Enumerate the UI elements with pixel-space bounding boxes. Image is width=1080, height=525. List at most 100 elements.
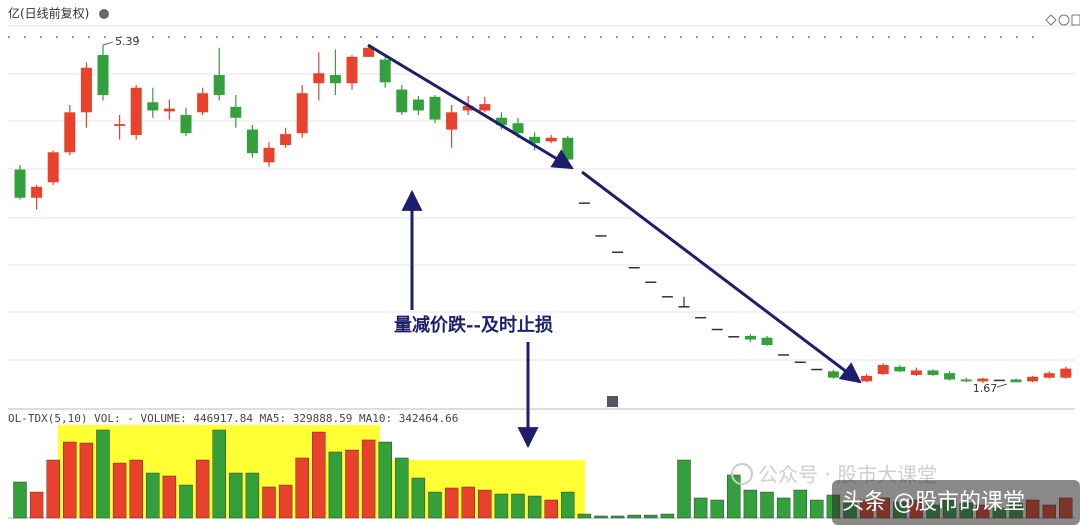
candle-body	[230, 106, 242, 118]
volume-bar	[743, 489, 758, 519]
candle-body	[778, 354, 790, 356]
volume-bar	[13, 481, 27, 519]
candle-body	[114, 124, 126, 126]
volume-bar	[644, 514, 658, 519]
volume-bar	[46, 459, 60, 519]
volume-bar	[129, 459, 143, 519]
candle-body	[910, 370, 922, 375]
candle-body	[462, 105, 474, 111]
volume-bar	[245, 472, 260, 519]
candle-body	[446, 112, 458, 130]
candle-body	[512, 123, 524, 134]
candle-body	[47, 152, 59, 183]
candle-body	[529, 136, 541, 144]
window-icons	[1045, 14, 1080, 26]
volume-bar	[511, 493, 525, 519]
volume-bar	[527, 495, 542, 519]
volume-bar	[295, 457, 309, 519]
volume-bar	[793, 489, 807, 519]
low-pointer	[996, 383, 1007, 388]
volume-bar	[810, 499, 824, 519]
candle-body	[794, 361, 806, 363]
volume-bar	[395, 457, 409, 519]
candle-body	[761, 337, 773, 345]
candle-body	[379, 59, 391, 83]
volume-bar	[461, 486, 475, 519]
candle-body	[329, 75, 341, 84]
candle-body	[14, 169, 26, 198]
candle-body	[396, 89, 408, 113]
volume-bar	[577, 513, 592, 519]
candle-body	[678, 306, 690, 308]
volume-bar	[627, 514, 641, 519]
header-icon	[99, 9, 109, 19]
volume-bar	[262, 486, 276, 519]
volume-bar	[378, 441, 392, 519]
volume-bar	[544, 499, 558, 519]
volume-bar	[411, 477, 426, 519]
volume-bar	[212, 429, 226, 519]
watermark-box	[832, 480, 1080, 525]
high-label: 5.39	[115, 35, 140, 48]
candle-body	[628, 266, 640, 269]
volume-bar	[693, 497, 708, 519]
candle-body	[562, 137, 574, 160]
candle-body	[64, 112, 76, 153]
low-label: 1.67	[973, 382, 998, 395]
volume-bar	[494, 493, 509, 519]
volume-bar	[162, 475, 177, 519]
volume-bar	[444, 487, 459, 519]
candle-body	[313, 73, 325, 84]
candle-body	[429, 96, 441, 120]
arrows	[367, 43, 862, 449]
candle-body	[894, 366, 906, 372]
volume-bar	[760, 491, 774, 519]
candle-body	[977, 378, 989, 382]
volume-bar	[146, 472, 160, 519]
candle-body	[993, 379, 1005, 382]
candle-body	[711, 328, 723, 331]
candle-body	[97, 55, 109, 96]
candle-body	[197, 93, 209, 113]
candle-body	[645, 281, 657, 284]
volume-bar	[179, 484, 193, 519]
candle-body	[1060, 368, 1072, 378]
candle-body	[363, 47, 375, 57]
volume-bar	[195, 459, 210, 519]
candle-body	[180, 115, 192, 134]
candle-body	[479, 104, 491, 111]
candle-body	[1010, 379, 1022, 383]
candle-body	[1027, 376, 1039, 382]
candle-body	[1043, 373, 1055, 378]
volume-bar	[428, 491, 442, 519]
candle-body	[495, 117, 507, 126]
candle-body	[130, 87, 142, 136]
candle-body	[695, 316, 707, 319]
volume-bar	[361, 439, 376, 519]
candle-body	[827, 371, 839, 378]
candle-body	[927, 370, 939, 375]
high-pointer	[102, 41, 114, 46]
candle-body	[263, 147, 275, 163]
volume-bar	[610, 515, 625, 519]
volume-bar	[660, 513, 675, 519]
candle-body	[213, 75, 225, 96]
candle-body	[944, 373, 956, 380]
candle-body	[811, 368, 823, 371]
volume-bar	[328, 451, 343, 519]
volume-bar	[96, 429, 110, 519]
volume-bar	[63, 441, 77, 519]
marker-icon	[607, 396, 618, 407]
candle-body	[280, 134, 292, 146]
volume-bar	[312, 431, 326, 519]
candle-body	[163, 108, 175, 112]
volume-bar	[112, 462, 127, 519]
candle-body	[728, 336, 740, 338]
volume-header: OL-TDX(5,10) VOL: - VOLUME: 446917.84 MA…	[8, 412, 458, 425]
candle-body	[960, 379, 972, 382]
candle-body	[595, 235, 607, 237]
candle-body	[80, 67, 92, 113]
volume-bar	[561, 491, 575, 519]
volume-bar	[79, 442, 94, 519]
